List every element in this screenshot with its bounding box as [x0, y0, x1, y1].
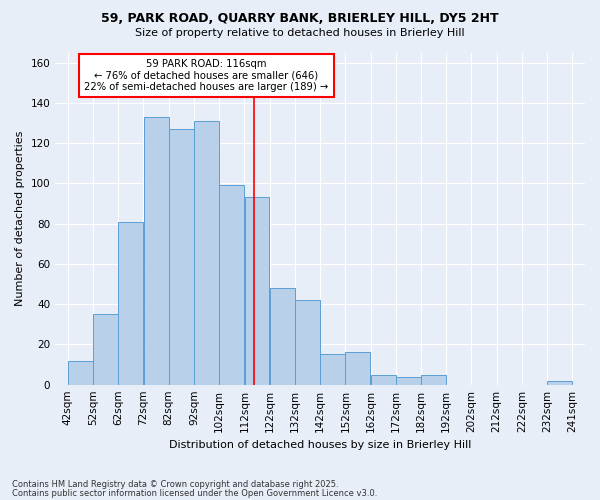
Bar	[143, 117, 169, 384]
X-axis label: Distribution of detached houses by size in Brierley Hill: Distribution of detached houses by size …	[169, 440, 471, 450]
Bar	[396, 376, 421, 384]
Text: 59 PARK ROAD: 116sqm
← 76% of detached houses are smaller (646)
22% of semi-deta: 59 PARK ROAD: 116sqm ← 76% of detached h…	[85, 58, 329, 92]
Text: Size of property relative to detached houses in Brierley Hill: Size of property relative to detached ho…	[135, 28, 465, 38]
Bar	[194, 121, 219, 384]
Y-axis label: Number of detached properties: Number of detached properties	[15, 131, 25, 306]
Bar	[320, 354, 345, 384]
Bar	[93, 314, 118, 384]
Bar	[118, 222, 143, 384]
Text: Contains HM Land Registry data © Crown copyright and database right 2025.: Contains HM Land Registry data © Crown c…	[12, 480, 338, 489]
Bar	[346, 352, 370, 384]
Bar	[245, 198, 269, 384]
Bar	[421, 374, 446, 384]
Bar	[371, 374, 395, 384]
Bar	[270, 288, 295, 384]
Text: Contains public sector information licensed under the Open Government Licence v3: Contains public sector information licen…	[12, 489, 377, 498]
Bar	[68, 360, 93, 384]
Bar	[547, 380, 572, 384]
Text: 59, PARK ROAD, QUARRY BANK, BRIERLEY HILL, DY5 2HT: 59, PARK ROAD, QUARRY BANK, BRIERLEY HIL…	[101, 12, 499, 26]
Bar	[219, 186, 244, 384]
Bar	[295, 300, 320, 384]
Bar	[169, 129, 194, 384]
